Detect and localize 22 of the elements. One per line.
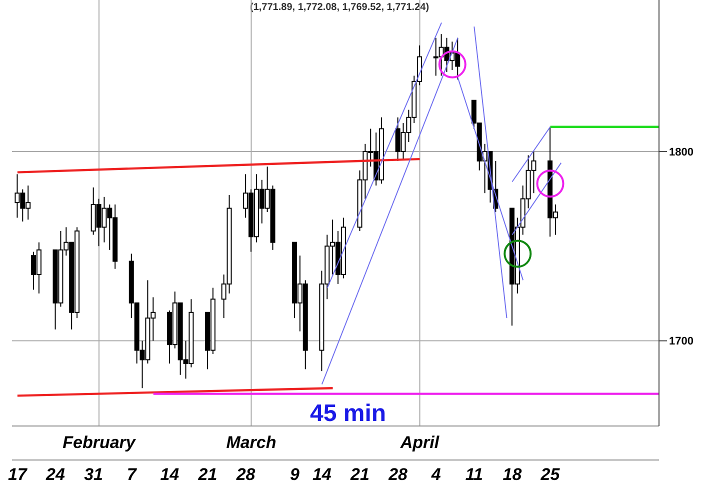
y-tick-label: 1800: [669, 146, 694, 158]
annotation: 45 min: [310, 400, 386, 428]
x-tick-label: 7: [126, 465, 138, 484]
x-tick-label: 18: [502, 465, 522, 484]
x-tick-label: 14: [160, 465, 180, 484]
x-tick-label: 25: [540, 465, 560, 484]
x-tick-label: 21: [197, 465, 218, 484]
x2-tick-label: March: [226, 433, 276, 452]
x-tick-label: 17: [8, 465, 28, 484]
chart-title: (1,771.89, 1,772.08, 1,769.52, 1,771.24): [250, 2, 430, 13]
x-tick-label: 28: [388, 465, 408, 484]
x-tick-label: 4: [430, 465, 442, 484]
x-tick-label: 14: [312, 465, 332, 484]
x-tick-label: 21: [350, 465, 370, 484]
x-tick-label: 31: [84, 465, 104, 484]
x2-tick-label: February: [62, 433, 137, 452]
x2-tick-label: April: [399, 433, 440, 452]
x-tick-label: 11: [465, 465, 483, 484]
y-tick-label: 1700: [669, 336, 694, 348]
x-tick-label: 24: [45, 465, 66, 484]
x-tick-label: 9: [290, 465, 300, 484]
x-tick-label: 28: [235, 465, 256, 484]
